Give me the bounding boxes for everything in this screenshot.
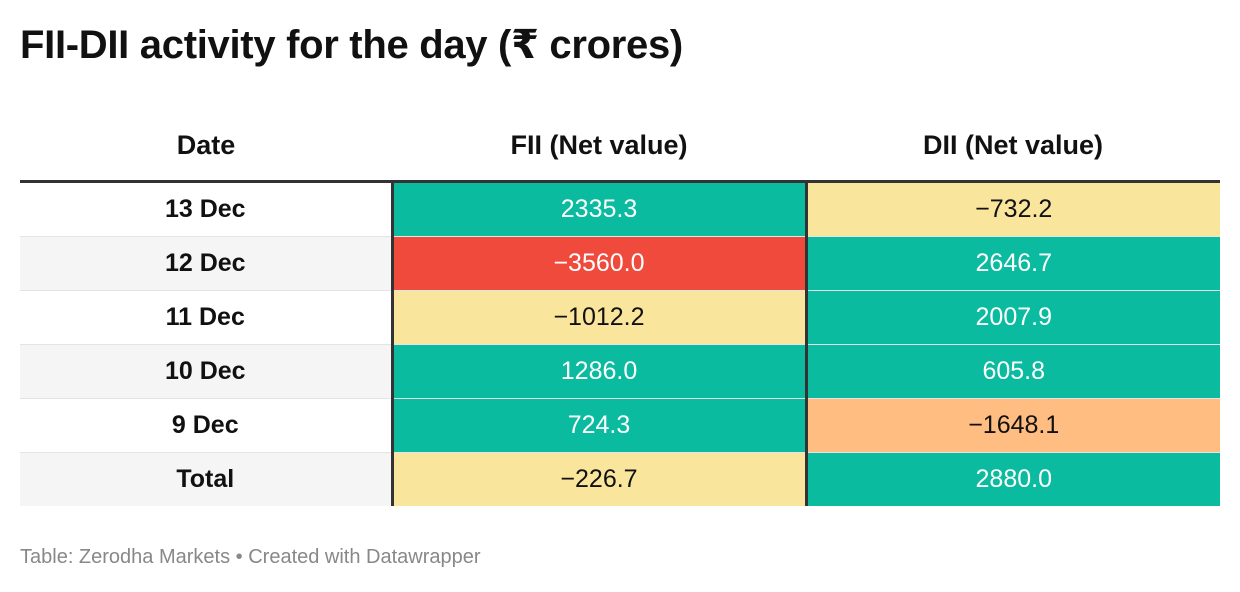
table-row: Total −226.7 2880.0 <box>20 452 1220 506</box>
table-header: Date FII (Net value) DII (Net value) <box>20 110 1220 183</box>
table-row: 10 Dec 1286.0 605.8 <box>20 344 1220 399</box>
dii-value-cell: −732.2 <box>806 181 1220 237</box>
date-cell: 12 Dec <box>20 236 394 291</box>
dii-value-cell: −1648.1 <box>806 398 1220 453</box>
fii-value-cell: 724.3 <box>392 398 808 453</box>
date-cell: 11 Dec <box>20 290 394 345</box>
dii-value-cell: 2880.0 <box>806 452 1220 506</box>
source-note: Table: Zerodha Markets • Created with Da… <box>20 546 481 568</box>
column-header-date: Date <box>20 110 392 183</box>
table-body: 13 Dec 2335.3 −732.2 12 Dec −3560.0 2646.7 11 … <box>20 181 1220 506</box>
table-row: 9 Dec 724.3 −1648.1 <box>20 398 1220 453</box>
table-row: 12 Dec −3560.0 2646.7 <box>20 236 1220 291</box>
dii-value-cell: 2646.7 <box>806 236 1220 291</box>
fii-value-cell: −3560.0 <box>392 236 808 291</box>
fii-dii-table: Date FII (Net value) DII (Net value) 13 … <box>20 110 1220 506</box>
column-header-dii: DII (Net value) <box>806 110 1220 183</box>
fii-value-cell: −1012.2 <box>392 290 808 345</box>
fii-value-cell: −226.7 <box>392 452 808 506</box>
fii-dii-table-container: Date FII (Net value) DII (Net value) 13 … <box>20 110 1220 506</box>
table-row: 11 Dec −1012.2 2007.9 <box>20 290 1220 345</box>
date-cell: Total <box>20 452 394 506</box>
dii-value-cell: 2007.9 <box>806 290 1220 345</box>
date-cell: 10 Dec <box>20 344 394 399</box>
fii-value-cell: 1286.0 <box>392 344 808 399</box>
header-row: Date FII (Net value) DII (Net value) <box>20 110 1220 183</box>
table-row: 13 Dec 2335.3 −732.2 <box>20 181 1220 237</box>
column-header-fii: FII (Net value) <box>392 110 806 183</box>
page-title: FII-DII activity for the day (₹ crores) <box>20 23 683 67</box>
date-cell: 9 Dec <box>20 398 394 453</box>
date-cell: 13 Dec <box>20 181 394 237</box>
fii-value-cell: 2335.3 <box>392 181 808 237</box>
dii-value-cell: 605.8 <box>806 344 1220 399</box>
